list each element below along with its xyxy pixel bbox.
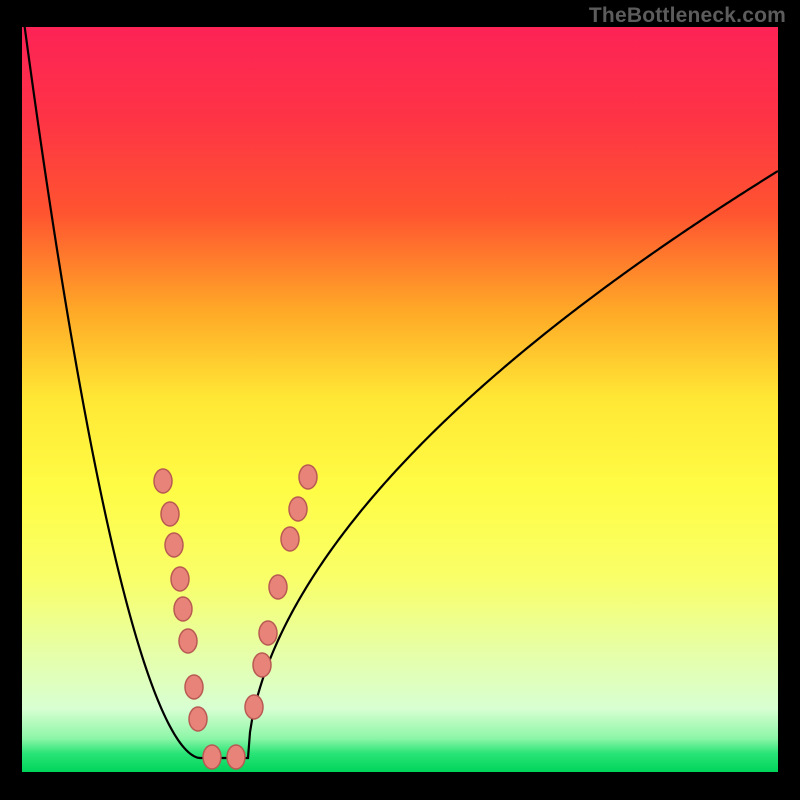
data-marker bbox=[253, 653, 271, 677]
data-marker bbox=[227, 745, 245, 769]
data-marker bbox=[171, 567, 189, 591]
data-marker bbox=[161, 502, 179, 526]
data-marker bbox=[245, 695, 263, 719]
chart-svg bbox=[22, 27, 778, 772]
data-marker bbox=[259, 621, 277, 645]
data-marker bbox=[179, 629, 197, 653]
data-marker bbox=[189, 707, 207, 731]
plot-area bbox=[22, 27, 778, 772]
data-marker bbox=[289, 497, 307, 521]
data-marker bbox=[269, 575, 287, 599]
watermark-text: TheBottleneck.com bbox=[589, 4, 786, 28]
gradient-background bbox=[22, 27, 778, 772]
data-marker bbox=[185, 675, 203, 699]
data-marker bbox=[154, 469, 172, 493]
data-marker bbox=[165, 533, 183, 557]
chart-container: TheBottleneck.com bbox=[0, 0, 800, 800]
data-marker bbox=[203, 745, 221, 769]
data-marker bbox=[299, 465, 317, 489]
data-marker bbox=[281, 527, 299, 551]
data-marker bbox=[174, 597, 192, 621]
